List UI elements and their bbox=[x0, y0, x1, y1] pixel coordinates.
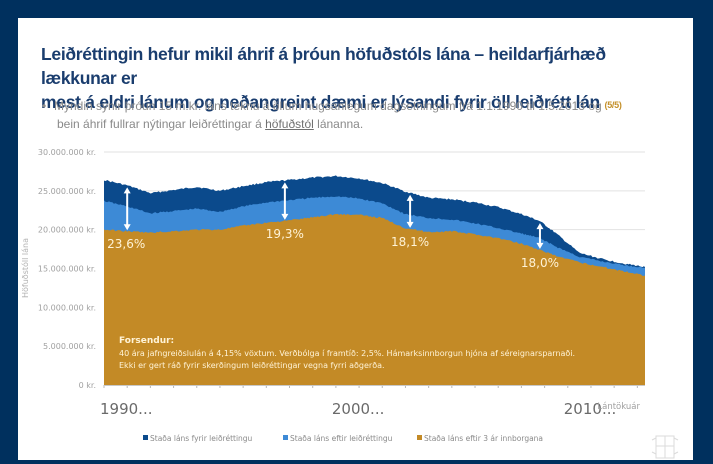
slide-title: Leiðréttingin hefur mikil áhrif á þróun … bbox=[41, 42, 681, 117]
arrow-head-up bbox=[536, 223, 544, 230]
y-tick-label: 10.000.000 kr. bbox=[38, 303, 96, 312]
assumptions-line-1: 40 ára jafngreiðslulán á 4,15% vöxtum. V… bbox=[119, 348, 575, 358]
y-tick-label: 15.000.000 kr. bbox=[38, 265, 96, 274]
legend-label: Staða láns fyrir leiðréttingu bbox=[150, 434, 253, 443]
legend-swatch bbox=[283, 435, 288, 440]
arrow-head-up bbox=[281, 182, 289, 189]
arrow-head-down bbox=[536, 242, 544, 249]
arrow-head-up bbox=[406, 194, 414, 201]
percent-reduction-label: 18,0% bbox=[521, 256, 559, 270]
x-tick-label: 2010... bbox=[564, 400, 616, 418]
bullet-marker: • bbox=[42, 99, 47, 113]
legend-label: Staða láns eftir 3 ár innborgana bbox=[424, 434, 543, 443]
legend-swatch bbox=[417, 435, 422, 440]
assumptions-box: Forsendur: 40 ára jafngreiðslulán á 4,15… bbox=[119, 336, 575, 370]
x-tick-label: 1990... bbox=[100, 400, 152, 418]
y-tick-label: 0 kr. bbox=[79, 381, 96, 390]
y-axis-label: Höfuðstóll lána bbox=[20, 238, 30, 298]
y-tick-label: 30.000.000 kr. bbox=[38, 148, 96, 157]
page-indicator: (5/5) bbox=[604, 100, 622, 110]
coat-of-arms-logo bbox=[650, 432, 680, 460]
arrow-head-down bbox=[406, 221, 414, 228]
legend: Staða láns fyrir leiðréttingu Staða láns … bbox=[143, 434, 543, 443]
legend-swatch bbox=[143, 435, 148, 440]
y-tick-label: 5.000.000 kr. bbox=[43, 342, 96, 351]
x-axis-label: Lántökuár bbox=[597, 402, 640, 412]
area-series-3 bbox=[104, 213, 645, 385]
bullet-line-2-post: lánanna. bbox=[313, 117, 364, 131]
y-tick-label: 20.000.000 kr. bbox=[38, 226, 96, 235]
y-tick-label: 25.000.000 kr. bbox=[38, 187, 96, 196]
assumptions-line-2: Ekki er gert ráð fyrir skerðingum leiðré… bbox=[119, 360, 385, 370]
x-axis-ticks bbox=[103, 385, 645, 388]
bullet-line-2-pre: bein áhrif fullrar nýtingar leiðréttinga… bbox=[57, 117, 266, 131]
bullet-text: • Myndin sýnir þróun 15 m.kr. láns teknu … bbox=[42, 97, 662, 133]
assumptions-heading: Forsendur: bbox=[119, 336, 174, 346]
bullet-line-1-text: Myndin sýnir þróun 15 m.kr. láns teknu á… bbox=[54, 99, 602, 113]
title-line-2-text: mest á eldri lánum og neðangreint dæmi e… bbox=[41, 92, 600, 112]
percent-reduction-label: 23,6% bbox=[107, 237, 145, 251]
arrow-head-up bbox=[123, 187, 131, 194]
legend-label: Staða láns eftir leiðréttingu bbox=[290, 434, 393, 443]
bullet-line-1: • Myndin sýnir þróun 15 m.kr. láns teknu … bbox=[42, 97, 662, 115]
chart-areas bbox=[104, 175, 645, 385]
arrow-head-down bbox=[281, 213, 289, 220]
percent-reduction-label: 19,3% bbox=[266, 227, 304, 241]
arrow-annotations: 23,6% 19,3% 18,1% 18,0% bbox=[107, 182, 559, 270]
x-tick-label: 2000... bbox=[332, 400, 384, 418]
bullet-line-2: bein áhrif fullrar nýtingar leiðréttinga… bbox=[42, 115, 662, 133]
arrow-head-down bbox=[123, 224, 131, 231]
x-axis-tick-labels: 1990... 2000... 2010... bbox=[100, 400, 616, 418]
title-line-1: Leiðréttingin hefur mikil áhrif á þróun … bbox=[41, 44, 606, 88]
y-axis-tick-labels: 0 kr. 5.000.000 kr. 10.000.000 kr. 15.000.0… bbox=[38, 148, 96, 390]
title-line-2: mest á eldri lánum og neðangreint dæmi e… bbox=[41, 90, 681, 117]
hofudstol-link[interactable]: höfuðstól bbox=[265, 117, 314, 131]
percent-reduction-label: 18,1% bbox=[391, 235, 429, 249]
